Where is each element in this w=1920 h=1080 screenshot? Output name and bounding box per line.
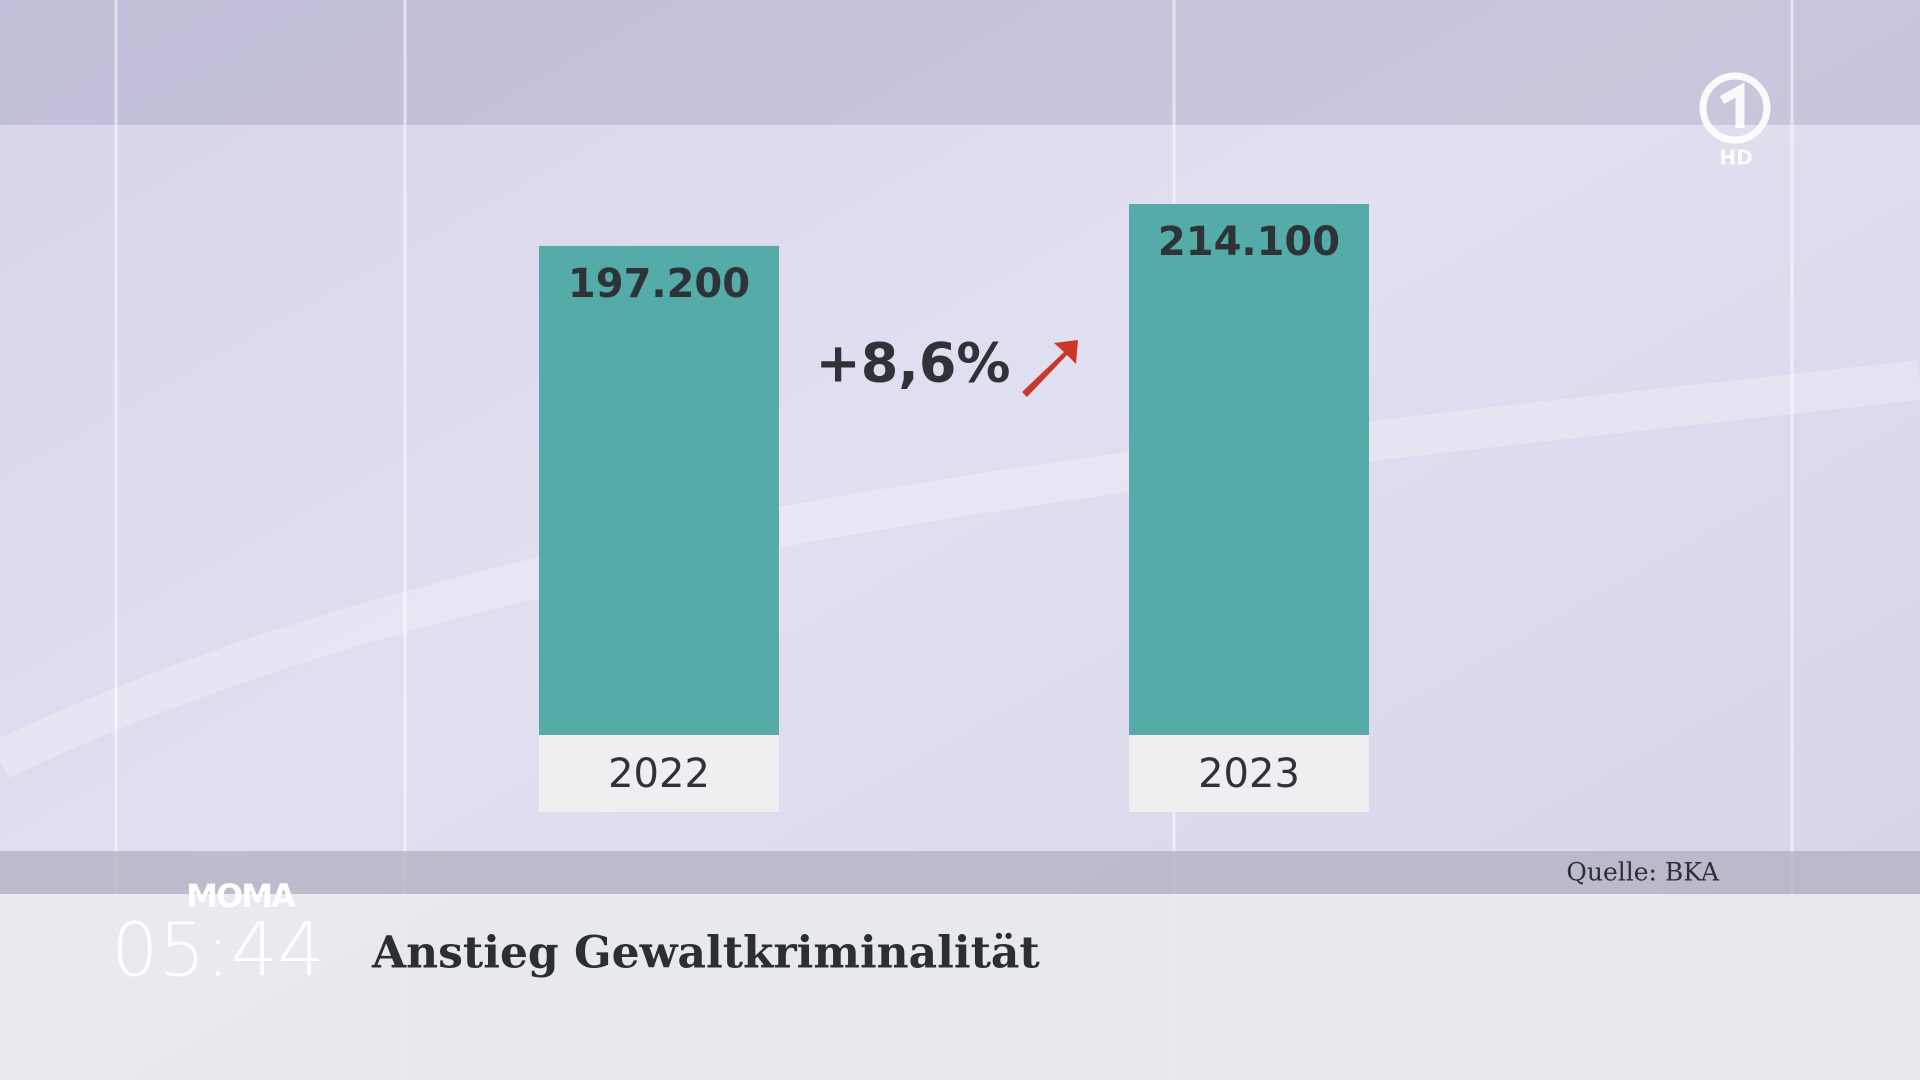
- category-box: [539, 735, 779, 812]
- category-box: [1129, 735, 1369, 812]
- x-tick-label: 2022: [608, 751, 710, 797]
- channel-logo-one: [1719, 82, 1745, 128]
- value-label: 214.100: [1158, 219, 1340, 265]
- chart-title: Anstieg Gewaltkriminalität: [371, 928, 1040, 979]
- bar: [1129, 204, 1369, 735]
- change-annotation: +8,6%: [815, 332, 1010, 395]
- bar: [539, 245, 779, 735]
- channel-logo: [1699, 72, 1771, 144]
- value-label: 197.200: [568, 261, 750, 307]
- top-band: [0, 0, 1920, 125]
- clock: 05:44: [111, 908, 324, 994]
- lower-third: [0, 894, 1920, 1080]
- chart-panel: [0, 125, 1920, 851]
- x-tick-label: 2023: [1198, 751, 1300, 797]
- light-streak: [0, 360, 1920, 779]
- source: Quelle: BKA: [1566, 858, 1720, 887]
- channel-badge: HD: [1719, 146, 1752, 170]
- source-strip: [0, 851, 1920, 894]
- up-arrow: [1022, 340, 1078, 397]
- show-logo: MOMA: [186, 877, 296, 915]
